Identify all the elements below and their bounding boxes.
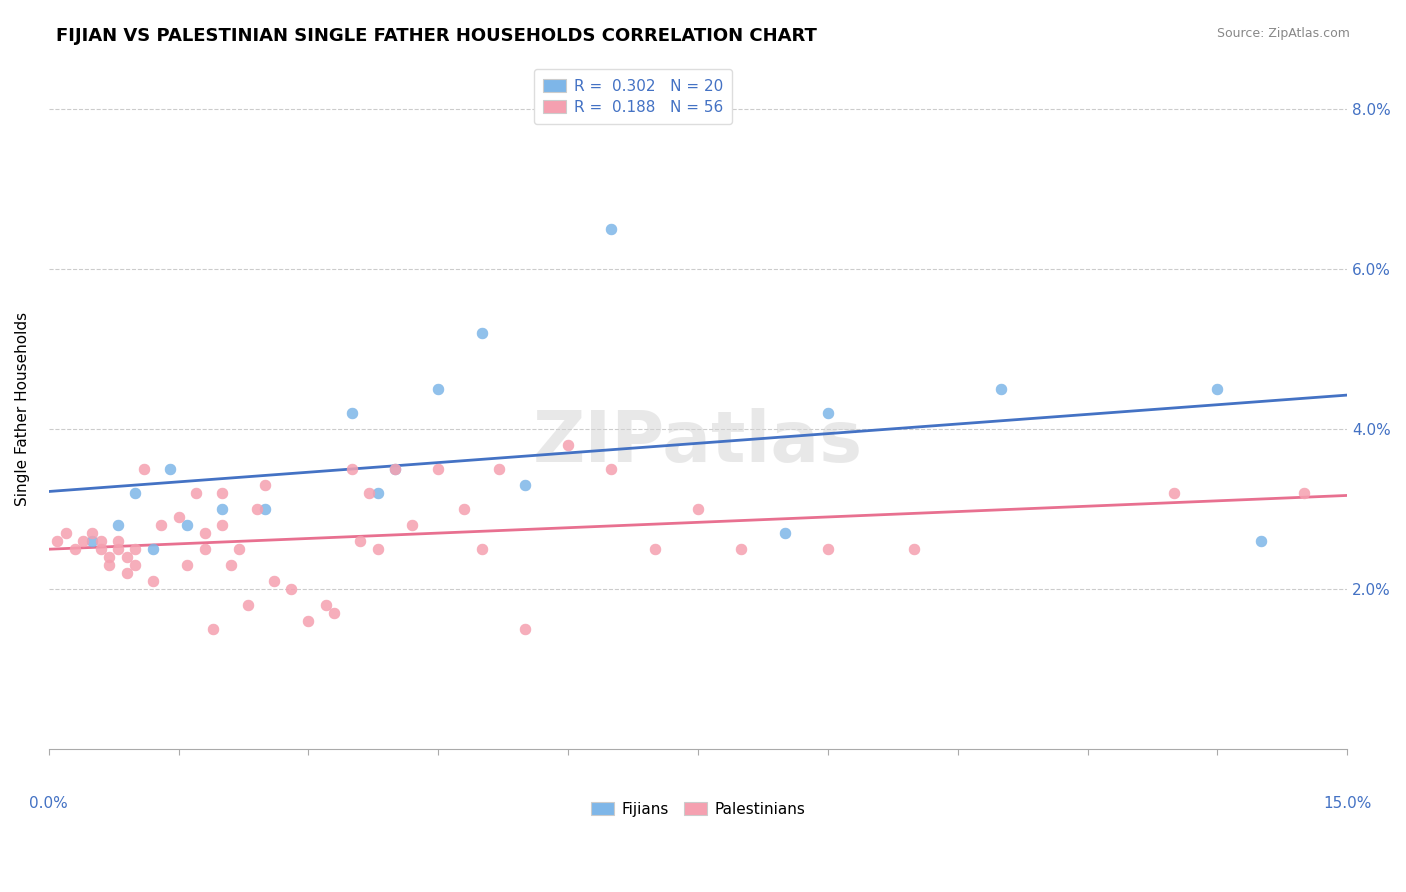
Point — [730, 541, 752, 556]
Point — [124, 485, 146, 500]
Point — [427, 382, 450, 396]
Point — [263, 574, 285, 588]
Point — [132, 461, 155, 475]
Point — [193, 525, 215, 540]
Point — [1163, 485, 1185, 500]
Point — [471, 541, 494, 556]
Point — [228, 541, 250, 556]
Point — [236, 598, 259, 612]
Point — [471, 326, 494, 340]
Point — [600, 461, 623, 475]
Point — [513, 477, 536, 491]
Point — [115, 549, 138, 564]
Point — [315, 598, 337, 612]
Point — [107, 541, 129, 556]
Point — [63, 541, 86, 556]
Point — [107, 533, 129, 548]
Point — [357, 485, 380, 500]
Point — [817, 406, 839, 420]
Point — [349, 533, 371, 548]
Point — [167, 509, 190, 524]
Point — [184, 485, 207, 500]
Point — [90, 533, 112, 548]
Point — [55, 525, 77, 540]
Point — [1206, 382, 1229, 396]
Point — [557, 437, 579, 451]
Point — [427, 461, 450, 475]
Point — [323, 606, 346, 620]
Point — [107, 517, 129, 532]
Text: 15.0%: 15.0% — [1323, 797, 1371, 812]
Point — [211, 485, 233, 500]
Point — [176, 517, 198, 532]
Point — [644, 541, 666, 556]
Text: Source: ZipAtlas.com: Source: ZipAtlas.com — [1216, 27, 1350, 40]
Point — [401, 517, 423, 532]
Point — [367, 541, 389, 556]
Point — [340, 461, 363, 475]
Point — [98, 549, 121, 564]
Point — [1292, 485, 1315, 500]
Point — [124, 541, 146, 556]
Point — [686, 501, 709, 516]
Point — [340, 406, 363, 420]
Point — [254, 501, 277, 516]
Point — [80, 533, 103, 548]
Point — [142, 574, 165, 588]
Point — [1250, 533, 1272, 548]
Point — [384, 461, 406, 475]
Point — [211, 517, 233, 532]
Text: FIJIAN VS PALESTINIAN SINGLE FATHER HOUSEHOLDS CORRELATION CHART: FIJIAN VS PALESTINIAN SINGLE FATHER HOUS… — [56, 27, 817, 45]
Y-axis label: Single Father Households: Single Father Households — [15, 311, 30, 506]
Point — [98, 558, 121, 572]
Text: ZIPatlas: ZIPatlas — [533, 409, 863, 477]
Point — [367, 485, 389, 500]
Point — [254, 477, 277, 491]
Point — [219, 558, 242, 572]
Point — [90, 541, 112, 556]
Point — [159, 461, 181, 475]
Point — [453, 501, 475, 516]
Point — [115, 566, 138, 580]
Point — [142, 541, 165, 556]
Text: 0.0%: 0.0% — [30, 797, 67, 812]
Point — [297, 614, 319, 628]
Point — [903, 541, 925, 556]
Legend: Fijians, Palestinians: Fijians, Palestinians — [585, 796, 811, 822]
Point — [193, 541, 215, 556]
Point — [72, 533, 94, 548]
Point — [245, 501, 267, 516]
Point — [990, 382, 1012, 396]
Point — [150, 517, 173, 532]
Point — [211, 501, 233, 516]
Point — [80, 525, 103, 540]
Point — [817, 541, 839, 556]
Point — [176, 558, 198, 572]
Point — [280, 582, 302, 596]
Point — [202, 622, 225, 636]
Point — [384, 461, 406, 475]
Point — [773, 525, 796, 540]
Point — [124, 558, 146, 572]
Point — [488, 461, 510, 475]
Point — [46, 533, 69, 548]
Point — [513, 622, 536, 636]
Point — [600, 221, 623, 235]
